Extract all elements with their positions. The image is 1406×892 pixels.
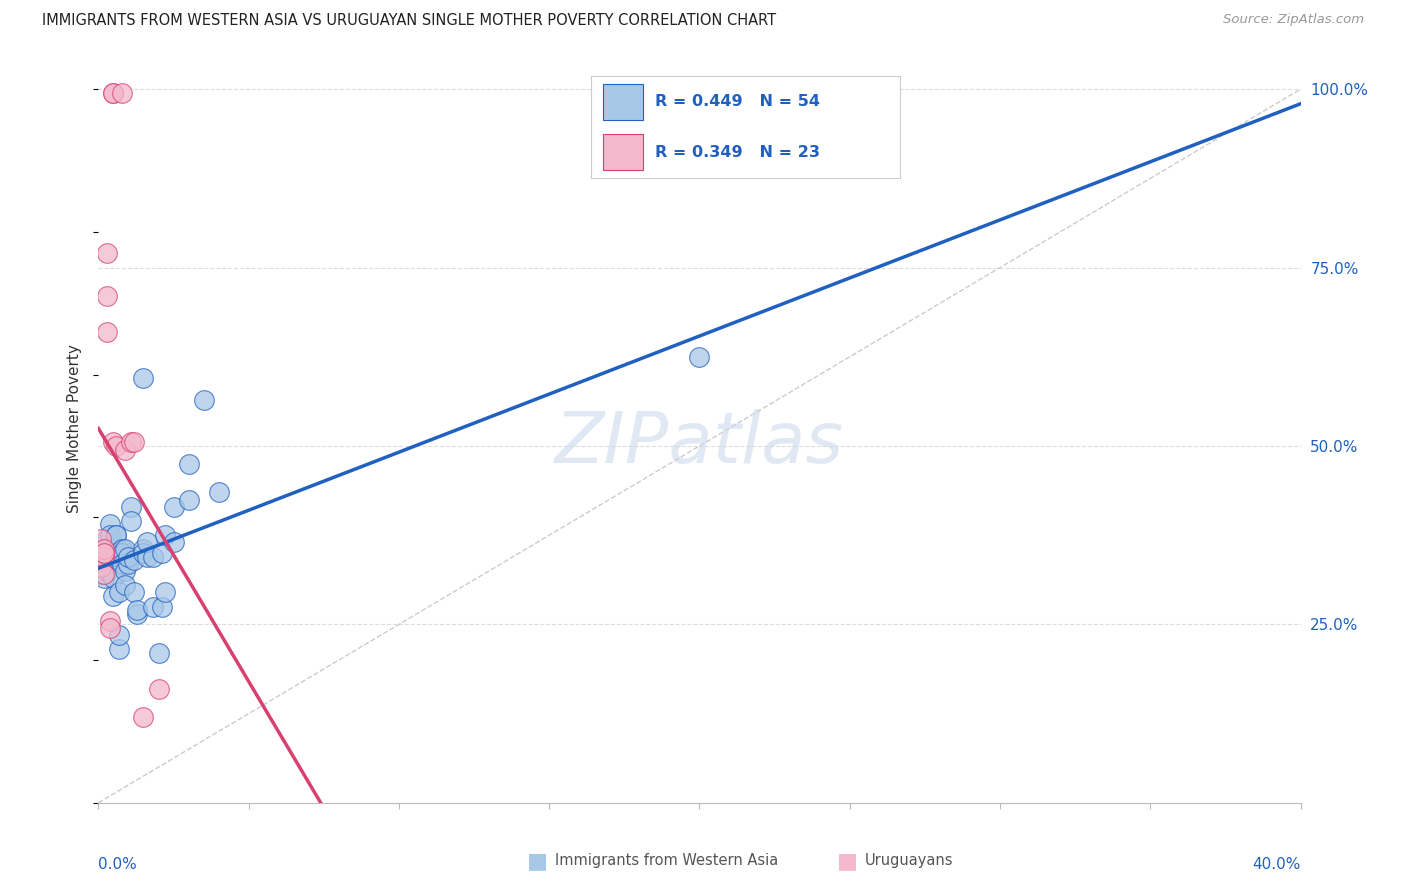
- Point: [114, 578, 136, 592]
- Point: [208, 485, 231, 500]
- Point: [90, 560, 112, 574]
- Point: [124, 585, 146, 599]
- Text: 0.0%: 0.0%: [98, 856, 138, 871]
- Point: [127, 607, 149, 621]
- Point: [111, 557, 134, 571]
- Point: [103, 86, 125, 100]
- Point: [689, 350, 711, 364]
- Point: [103, 589, 125, 603]
- Text: R = 0.449   N = 54: R = 0.449 N = 54: [655, 95, 821, 110]
- Point: [111, 86, 134, 100]
- Point: [177, 492, 200, 507]
- Text: ZIPatlas: ZIPatlas: [555, 409, 844, 477]
- Point: [177, 457, 200, 471]
- Point: [148, 646, 170, 660]
- Point: [162, 500, 184, 514]
- Point: [127, 603, 149, 617]
- Point: [96, 549, 118, 564]
- Text: IMMIGRANTS FROM WESTERN ASIA VS URUGUAYAN SINGLE MOTHER POVERTY CORRELATION CHAR: IMMIGRANTS FROM WESTERN ASIA VS URUGUAYA…: [42, 13, 776, 29]
- Point: [96, 542, 118, 557]
- Point: [90, 557, 112, 571]
- Point: [93, 567, 115, 582]
- Point: [100, 549, 122, 564]
- Text: Uruguayans: Uruguayans: [865, 854, 953, 868]
- Point: [132, 371, 155, 385]
- Point: [135, 535, 157, 549]
- Point: [103, 571, 125, 585]
- Point: [96, 532, 118, 546]
- Point: [114, 564, 136, 578]
- Point: [105, 546, 128, 560]
- Point: [90, 553, 112, 567]
- Point: [141, 599, 163, 614]
- Text: Source: ZipAtlas.com: Source: ZipAtlas.com: [1223, 13, 1364, 27]
- Point: [135, 549, 157, 564]
- Point: [90, 532, 112, 546]
- Point: [121, 435, 143, 450]
- Bar: [603, 84, 643, 120]
- Point: [111, 546, 134, 560]
- Point: [111, 542, 134, 557]
- Point: [108, 585, 131, 599]
- Point: [100, 517, 122, 532]
- Point: [105, 528, 128, 542]
- Point: [108, 642, 131, 657]
- Point: [93, 571, 115, 585]
- Text: Immigrants from Western Asia: Immigrants from Western Asia: [555, 854, 779, 868]
- Point: [100, 539, 122, 553]
- Point: [93, 549, 115, 564]
- Point: [103, 542, 125, 557]
- Point: [93, 542, 115, 557]
- Point: [117, 557, 139, 571]
- Point: [117, 549, 139, 564]
- Point: [153, 585, 176, 599]
- Point: [103, 435, 125, 450]
- Point: [100, 614, 122, 628]
- Point: [193, 392, 215, 407]
- Point: [96, 325, 118, 339]
- Point: [141, 549, 163, 564]
- Point: [132, 542, 155, 557]
- Point: [103, 86, 125, 100]
- Point: [93, 553, 115, 567]
- Point: [114, 442, 136, 457]
- Text: ■: ■: [837, 851, 858, 871]
- Point: [162, 535, 184, 549]
- Point: [150, 599, 173, 614]
- Point: [93, 546, 115, 560]
- Bar: [603, 135, 643, 170]
- Point: [100, 528, 122, 542]
- Point: [121, 514, 143, 528]
- Point: [121, 500, 143, 514]
- Text: 40.0%: 40.0%: [1253, 856, 1301, 871]
- Point: [132, 546, 155, 560]
- Point: [148, 681, 170, 696]
- Point: [153, 528, 176, 542]
- Point: [96, 564, 118, 578]
- Point: [132, 710, 155, 724]
- Point: [150, 546, 173, 560]
- Y-axis label: Single Mother Poverty: Single Mother Poverty: [67, 343, 83, 513]
- Point: [100, 621, 122, 635]
- Point: [105, 528, 128, 542]
- Point: [96, 289, 118, 303]
- Point: [105, 439, 128, 453]
- Text: R = 0.349   N = 23: R = 0.349 N = 23: [655, 145, 821, 160]
- Point: [124, 553, 146, 567]
- Point: [114, 542, 136, 557]
- Point: [93, 546, 115, 560]
- Point: [124, 435, 146, 450]
- Point: [108, 628, 131, 642]
- Point: [96, 246, 118, 260]
- Text: ■: ■: [527, 851, 548, 871]
- Point: [90, 567, 112, 582]
